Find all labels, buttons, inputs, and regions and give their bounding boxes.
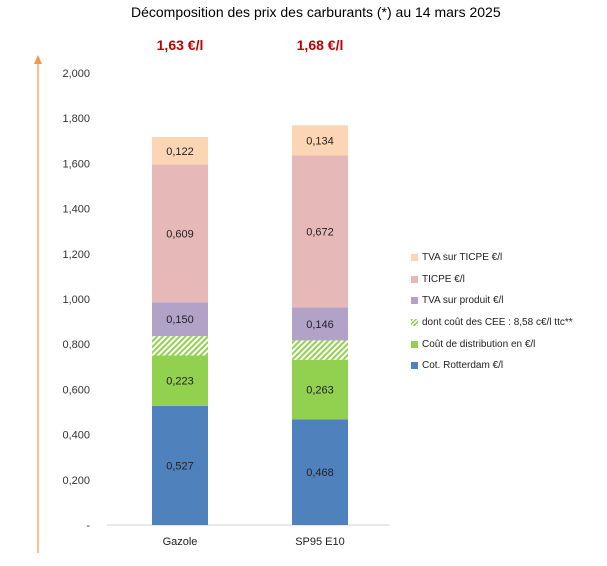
y-tick-label: 1,800 xyxy=(62,113,90,125)
legend-swatch xyxy=(411,297,418,305)
data-label: 0,468 xyxy=(306,467,334,479)
x-category-label: SP95 E10 xyxy=(295,536,345,548)
legend-item: Cot. Rotterdam €/l xyxy=(411,355,573,377)
legend-label: TVA sur produit €/l xyxy=(422,295,504,307)
bar-segment xyxy=(292,155,348,308)
data-label: 0,150 xyxy=(166,314,194,326)
bar-segment xyxy=(292,419,348,525)
legend-swatch xyxy=(411,340,418,348)
y-tick-label: 0,600 xyxy=(62,384,90,396)
legend-label: Cot. Rotterdam €/l xyxy=(422,360,504,372)
bar-segment xyxy=(152,336,208,356)
bar-segment xyxy=(292,307,348,341)
bar-segment xyxy=(152,302,208,337)
y-tick-label: 1,400 xyxy=(62,204,90,216)
y-tick-label: 0,200 xyxy=(62,475,90,487)
data-label: 0,527 xyxy=(166,460,194,472)
legend-label: TICPE €/l xyxy=(422,273,465,285)
data-label: 0,223 xyxy=(166,376,194,388)
bar-segment xyxy=(292,340,348,360)
data-label: 0,609 xyxy=(166,228,194,240)
bar-segment xyxy=(152,405,208,525)
bar-segment xyxy=(292,125,348,156)
bar-segment xyxy=(152,355,208,406)
chart-title: Décomposition des prix des carburants (*… xyxy=(131,4,501,20)
bar-segment xyxy=(152,164,208,303)
legend-item: TVA sur TICPE €/l xyxy=(411,247,573,269)
bar-segment xyxy=(152,137,208,165)
y-tick-label: 1,000 xyxy=(62,294,90,306)
data-label: 0,122 xyxy=(166,146,194,158)
legend-swatch xyxy=(411,254,418,262)
legend-label: dont coût des CEE : 8,58 c€/l ttc** xyxy=(422,317,573,329)
total-price-sp95-e10: 1,68 €/l xyxy=(296,37,344,53)
data-label: 0,672 xyxy=(306,226,334,238)
total-price-gazole: 1,63 €/l xyxy=(156,37,204,53)
legend-swatch xyxy=(411,275,418,283)
legend-swatch xyxy=(411,362,418,370)
y-tick-label: 1,200 xyxy=(62,249,90,261)
legend-item: Coût de distribution en €/l xyxy=(411,333,573,355)
chart-legend: TVA sur TICPE €/l TICPE €/l TVA sur produi… xyxy=(411,247,573,377)
y-tick-label: 0,800 xyxy=(62,339,90,351)
legend-item: dont coût des CEE : 8,58 c€/l ttc** xyxy=(411,312,573,334)
legend-swatch xyxy=(411,319,418,327)
y-tick-label: 1,600 xyxy=(62,158,90,170)
legend-item: TICPE €/l xyxy=(411,269,573,291)
legend-label: TVA sur TICPE €/l xyxy=(422,252,503,264)
data-label: 0,146 xyxy=(306,319,334,331)
y-tick-label: 0,400 xyxy=(62,430,90,442)
data-label: 0,134 xyxy=(306,135,334,147)
legend-label: Coût de distribution en €/l xyxy=(422,338,536,350)
legend-item: TVA sur produit €/l xyxy=(411,290,573,312)
data-label: 0,263 xyxy=(306,385,334,397)
x-category-label: Gazole xyxy=(163,536,198,548)
y-tick-label: 2,000 xyxy=(62,68,90,80)
bar-segment xyxy=(292,359,348,420)
y-tick-label: - xyxy=(86,520,90,532)
axis-arrow-head xyxy=(34,55,42,64)
